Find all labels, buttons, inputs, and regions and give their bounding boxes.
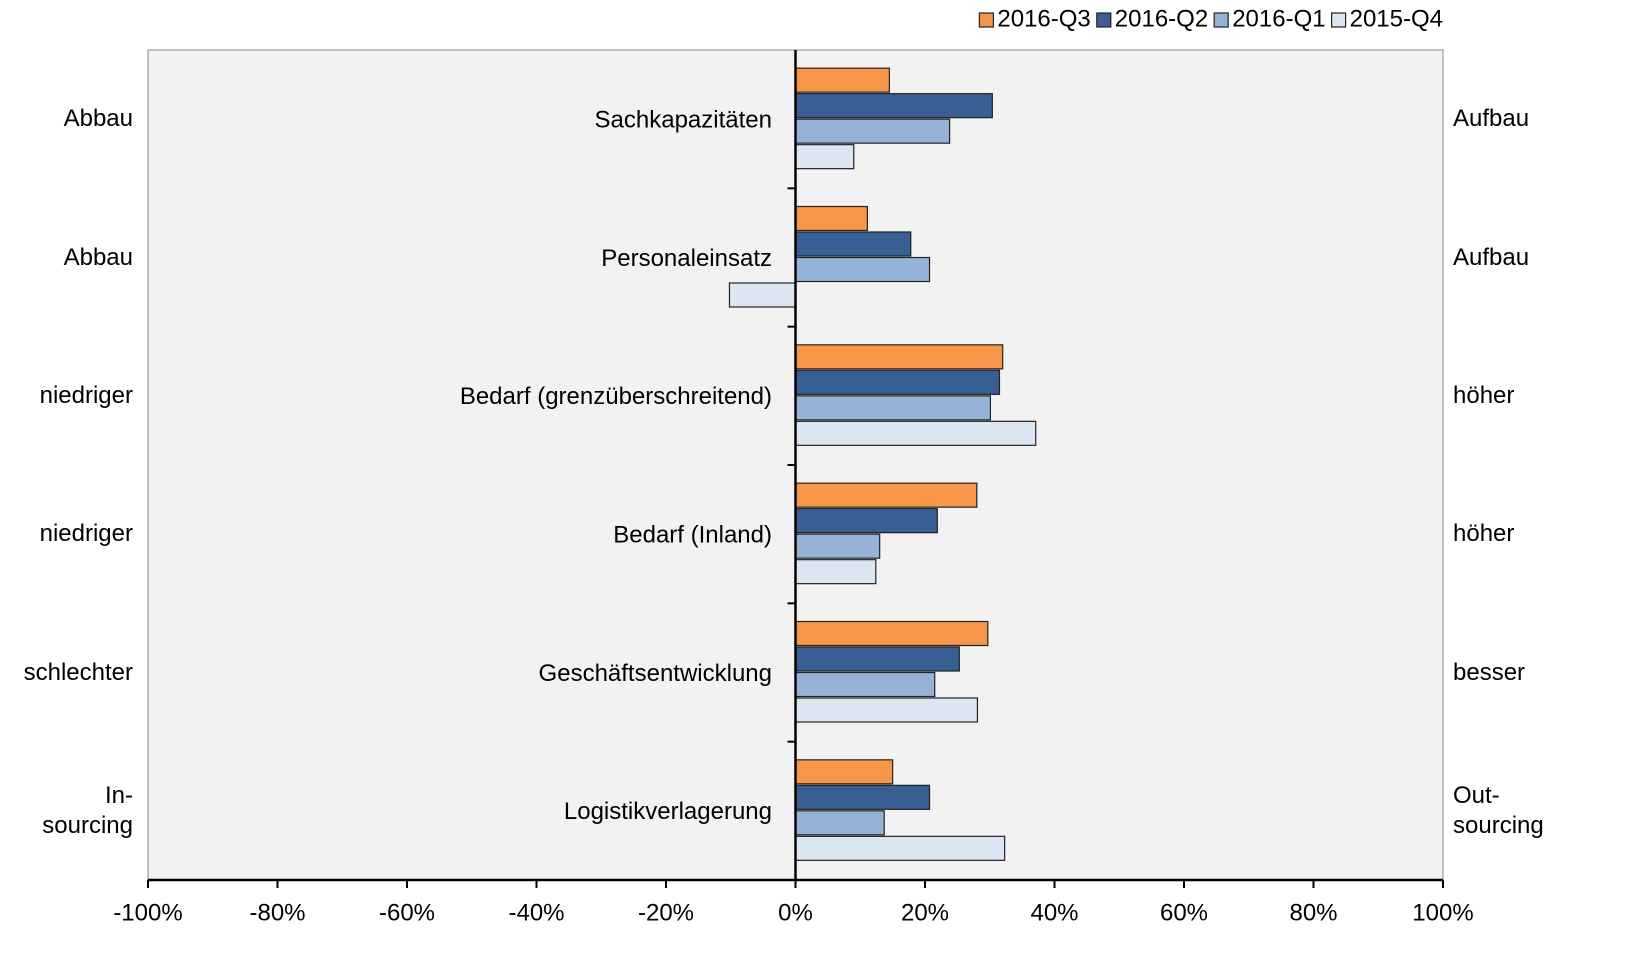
category-label: Sachkapazitäten xyxy=(595,107,772,134)
bar xyxy=(794,646,960,672)
bar xyxy=(794,697,979,723)
left-label: Abbau xyxy=(63,105,133,133)
bar xyxy=(794,205,868,232)
legend-swatch xyxy=(1096,12,1112,28)
left-label: niedriger xyxy=(39,520,133,548)
legend-label: 2016-Q2 xyxy=(1115,5,1208,32)
bar xyxy=(794,482,978,508)
x-tick-label: -60% xyxy=(379,899,435,926)
category-label: Bedarf (grenzüberschreitend) xyxy=(460,383,772,410)
legend-swatch xyxy=(1213,12,1229,28)
bar xyxy=(794,533,881,559)
bar xyxy=(728,282,797,308)
legend-label: 2016-Q3 xyxy=(997,5,1090,32)
bar xyxy=(794,508,938,534)
bar xyxy=(794,671,936,698)
bar xyxy=(794,395,991,421)
right-label: Aufbau xyxy=(1453,243,1530,271)
bar xyxy=(794,559,877,585)
legend-swatch xyxy=(978,12,994,28)
legend-label: 2015-Q4 xyxy=(1350,5,1443,32)
category-label: Logistikverlagerung xyxy=(564,798,772,825)
x-tick-label: -100% xyxy=(113,899,182,926)
right-label: höher xyxy=(1453,520,1515,548)
right-label: Aufbau xyxy=(1453,105,1530,133)
legend-label: 2016-Q1 xyxy=(1232,5,1325,32)
right-label: besser xyxy=(1453,658,1526,686)
bar xyxy=(794,759,894,785)
category-label: Bedarf (Inland) xyxy=(613,522,772,549)
category-label: Personaleinsatz xyxy=(601,245,772,272)
x-tick-label: -40% xyxy=(508,899,564,926)
x-tick-label: 60% xyxy=(1160,899,1208,926)
right-label: Out- sourcing xyxy=(1453,781,1544,839)
bar xyxy=(794,620,989,647)
bar xyxy=(794,810,885,836)
bar xyxy=(794,93,993,119)
bar xyxy=(794,67,890,93)
right-label: höher xyxy=(1453,381,1515,409)
left-label: Abbau xyxy=(63,243,133,271)
x-tick-label: 80% xyxy=(1289,899,1337,926)
left-label: In- sourcing xyxy=(42,781,133,839)
bar xyxy=(794,344,1004,370)
bar xyxy=(794,144,855,170)
bar xyxy=(794,784,931,810)
x-tick-label: 40% xyxy=(1030,899,1078,926)
left-label: schlechter xyxy=(23,658,133,686)
x-tick-label: 0% xyxy=(778,899,813,926)
legend-swatch xyxy=(1330,12,1347,28)
bar xyxy=(794,369,1001,395)
x-tick-label: -20% xyxy=(638,899,694,926)
bar xyxy=(794,118,951,144)
x-tick-label: 100% xyxy=(1412,899,1473,926)
x-tick-label: -80% xyxy=(249,899,305,926)
category-label: Geschäftsentwicklung xyxy=(539,660,772,687)
bar xyxy=(794,231,912,257)
left-label: niedriger xyxy=(39,381,133,409)
bar xyxy=(794,420,1037,446)
bar xyxy=(794,256,931,283)
x-tick-label: 20% xyxy=(901,899,949,926)
bar xyxy=(794,835,1006,861)
